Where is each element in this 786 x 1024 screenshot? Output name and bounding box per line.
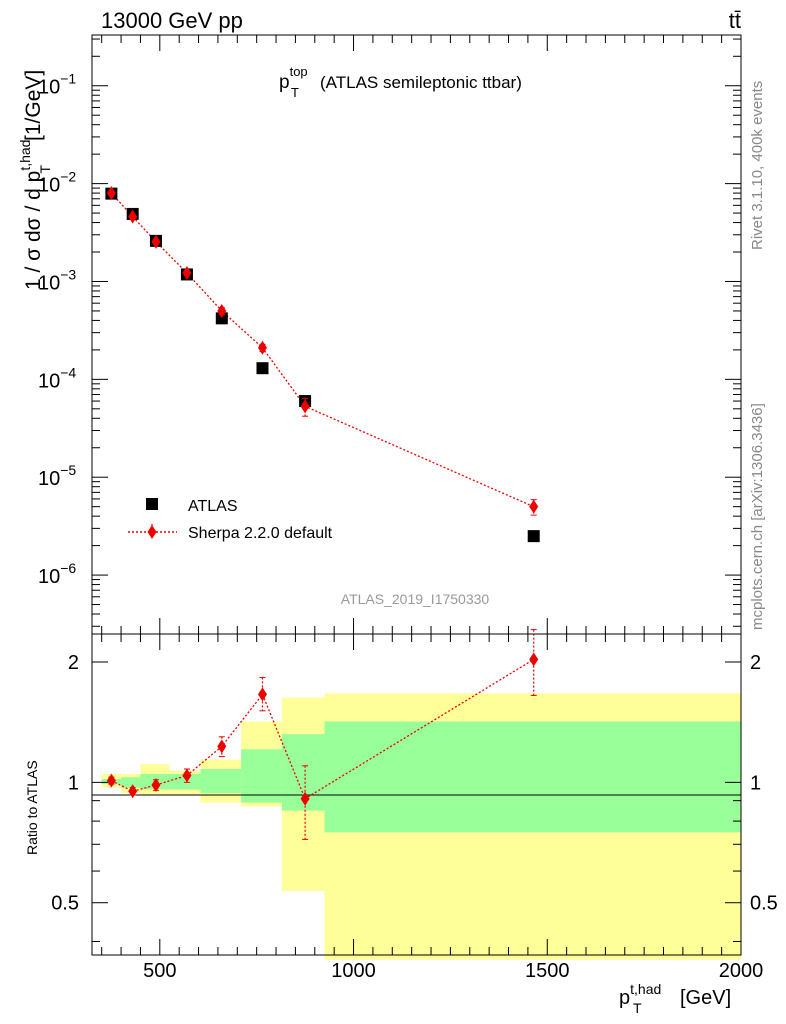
y-tick-label: 10−3 xyxy=(38,266,76,294)
uncertainty-band-inner xyxy=(169,773,201,790)
y-tick-label-exponent: −6 xyxy=(60,560,76,576)
ylabel-sup: t,had xyxy=(17,140,33,171)
main-panel-frame xyxy=(91,34,742,635)
x-tick-label: 1000 xyxy=(331,960,376,982)
ratio-y-axis-label: Ratio to ATLAS xyxy=(24,760,40,855)
legend-label-atlas: ATLAS xyxy=(188,498,238,515)
y-tick-label: 10−1 xyxy=(38,71,76,99)
legend-marker-sherpa xyxy=(147,525,157,539)
y-tick-label-exponent: −2 xyxy=(60,169,76,185)
ratio-y-tick-label: 0.5 xyxy=(51,893,79,915)
ratio-sherpa-point xyxy=(257,687,267,702)
sherpa-data-point xyxy=(128,209,138,224)
sherpa-data-point xyxy=(217,303,227,318)
ratio-y-tick-label-right: 2 xyxy=(750,652,761,674)
ratio-panel-frame xyxy=(91,633,742,956)
ratio-sherpa-line xyxy=(111,658,535,800)
sherpa-data-point xyxy=(151,234,161,249)
ratio-sherpa-point xyxy=(106,773,116,788)
sherpa-data-point xyxy=(182,266,192,281)
main-panel: 10−110−210−310−410−510−6 ptop T(ATLAS sem… xyxy=(17,34,742,635)
y-tick-label-base: 10 xyxy=(38,370,60,392)
y-tick-label-exponent: −5 xyxy=(60,462,76,478)
legend-label-sherpa: Sherpa 2.2.0 default xyxy=(188,525,333,542)
y-tick-label: 10−2 xyxy=(38,169,76,197)
header-energy-label: 13000 GeV pp xyxy=(101,8,243,33)
ratio-y-tick-label: 1 xyxy=(68,772,79,794)
y-tick-label-base: 10 xyxy=(38,566,60,588)
atlas-data-point xyxy=(215,312,228,325)
ratio-y-tick-label: 2 xyxy=(68,652,79,674)
ratio-y-tick-label-right: 1 xyxy=(750,772,761,794)
y-tick-label: 10−4 xyxy=(38,364,76,392)
analysis-id-label: ATLAS_2019_I1750330 xyxy=(341,591,490,607)
sherpa-data-point xyxy=(300,399,310,414)
atlas-data-point xyxy=(527,530,540,543)
mcplots-reference-label: mcplots.cern.ch [arXiv:1306.3436] xyxy=(749,403,766,630)
ratio-sherpa-point xyxy=(300,791,310,806)
x-tick-label: 1500 xyxy=(525,960,570,982)
y-tick-label-exponent: −3 xyxy=(60,266,76,282)
ratio-panel: 0.5 0.5 1 1 2 2 500 1000 1500 2000 Ratio to ATLA… xyxy=(24,629,778,1016)
title-sub: T xyxy=(291,85,299,100)
uncertainty-band-inner xyxy=(324,721,741,833)
y-tick-label-base: 10 xyxy=(38,77,60,99)
x-axis-label: pt,had T [GeV] xyxy=(619,981,731,1016)
ratio-y-tick-label-right: 0.5 xyxy=(750,893,778,915)
ratio-sherpa-point xyxy=(151,777,161,792)
xlabel-post: [GeV] xyxy=(680,987,731,1009)
uncertainty-band-inner xyxy=(121,777,141,788)
xlabel-sub: T xyxy=(633,1000,642,1016)
y-tick-label-base: 10 xyxy=(38,175,60,197)
main-y-axis-label: 1 / σ dσ / d pt,had T [1/GeV] xyxy=(17,70,53,290)
y-tick-label-exponent: −1 xyxy=(60,71,76,87)
ratio-sherpa-point xyxy=(529,652,539,667)
legend: ATLAS Sherpa 2.2.0 default xyxy=(128,498,333,542)
ratio-sherpa-point xyxy=(128,784,138,799)
main-axis-ticks xyxy=(92,35,742,634)
y-tick-label: 10−6 xyxy=(38,560,76,588)
y-tick-label-exponent: −4 xyxy=(60,364,76,380)
sherpa-data-point xyxy=(529,499,539,514)
x-tick-label: 2000 xyxy=(719,960,764,982)
ratio-y-tick-labels: 0.5 0.5 1 1 2 2 xyxy=(51,652,778,915)
xlabel-pre: p xyxy=(619,987,630,1009)
xlabel-sup: t,had xyxy=(630,981,661,997)
x-tick-labels: 500 1000 1500 2000 xyxy=(143,960,763,982)
sherpa-data-point xyxy=(106,186,116,201)
main-y-tick-labels: 10−110−210−310−410−510−6 xyxy=(38,71,76,588)
ylabel-sub: T xyxy=(37,165,53,174)
ratio-axis-ticks xyxy=(92,634,742,955)
ylabel-post: [1/GeV] xyxy=(22,70,45,141)
title-rest: (ATLAS semileptonic ttbar) xyxy=(320,73,522,92)
ratio-sherpa-point xyxy=(217,739,227,754)
uncertainty-band-inner xyxy=(200,768,242,794)
sherpa-line xyxy=(110,192,534,508)
y-tick-label-base: 10 xyxy=(38,272,60,294)
uncertainty-band-inner xyxy=(241,749,282,803)
sherpa-data-point xyxy=(257,340,267,355)
y-tick-label: 10−5 xyxy=(38,462,76,490)
title-main: p xyxy=(279,72,290,93)
plot-title: ptop T (ATLAS semileptonic ttbar) xyxy=(279,64,522,100)
y-tick-label-base: 10 xyxy=(38,468,60,490)
rivet-version-label: Rivet 3.1.10, 400k events xyxy=(749,81,766,250)
atlas-data-point xyxy=(256,362,269,375)
legend-marker-atlas xyxy=(146,498,158,510)
ylabel-pre: 1 / σ dσ / d p xyxy=(22,171,45,290)
header-process-label: tt̄ xyxy=(729,8,741,33)
title-sup: top xyxy=(290,64,308,79)
ratio-sherpa-point xyxy=(182,768,192,783)
x-tick-label: 500 xyxy=(143,960,176,982)
